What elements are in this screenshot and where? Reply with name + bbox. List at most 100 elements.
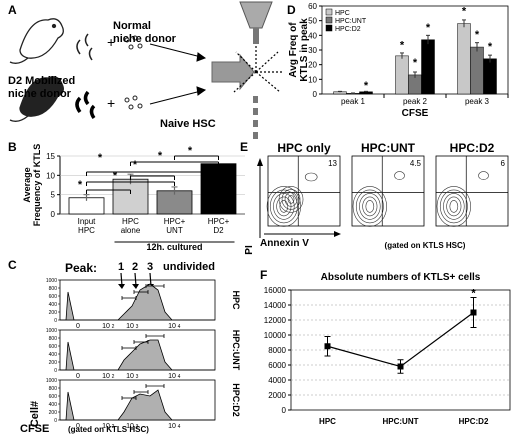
b-category-label: alone [121, 226, 141, 235]
c-peak-label: Peak: [65, 261, 97, 275]
f-ytick-label: 10000 [264, 331, 287, 340]
e-contour-line [278, 186, 304, 213]
c-ylabel: Cell# [29, 401, 41, 427]
c-xtick-label: 0 [76, 323, 80, 330]
d-ytick-label: 60 [308, 2, 317, 11]
c-row-label: HPC [231, 290, 241, 310]
f-ytick-label: 12000 [264, 316, 287, 325]
e-contour-line [362, 196, 378, 217]
c-ytick-label: 600 [49, 394, 58, 400]
d-category-label: peak 2 [403, 97, 428, 106]
c-xtick-label: 10 [168, 373, 176, 380]
b-ytick-label: 0 [51, 210, 56, 219]
c-row-label: HPC:D2 [231, 383, 241, 417]
e-plot-frame [435, 155, 509, 227]
c-ytick-label: 1000 [46, 378, 57, 384]
e-contour-line [281, 189, 301, 210]
panel-d-label: D [287, 3, 296, 17]
normal-mouse-icon [9, 18, 64, 64]
d-bar [470, 46, 484, 95]
e-contour-line [266, 186, 301, 227]
d-bar [483, 58, 497, 95]
d-bar [457, 23, 471, 95]
c-xtick-label: 10 [126, 373, 134, 380]
d-ytick-label: 50 [308, 17, 317, 26]
c-ytick-label: 1000 [46, 278, 57, 284]
d-ylabel-line: Avg Freq of [288, 22, 299, 78]
c-xtick-label: 10 [168, 323, 176, 330]
mobilized-donor-line-2: niche donor [8, 88, 71, 100]
e-contour-line [352, 186, 387, 227]
b-significance-star: * [188, 145, 193, 157]
plus-sign-1: + [107, 34, 115, 50]
c-ytick-label: 0 [54, 368, 57, 374]
panel-b-bar-chart: 051015InputHPCHPCaloneHPC+UNTHPC+D212h. … [22, 144, 245, 252]
normal-niche-fragments-icon [76, 33, 93, 61]
c-ytick-label: 1000 [46, 328, 57, 334]
d-ytick-label: 20 [308, 61, 317, 70]
d-bar [395, 55, 409, 95]
c-ytick-label: 200 [49, 310, 58, 316]
flow-cytometer-icon [211, 1, 284, 139]
e-contour-line [439, 189, 468, 224]
mobilized-donor-label: D2 Mobilized niche donor [8, 75, 75, 101]
e-contour-line [355, 189, 384, 224]
e-contour-line [446, 196, 462, 217]
c-ytick-label: 800 [49, 286, 58, 292]
panel-f-label: F [260, 268, 268, 282]
d-legend-swatch [325, 8, 333, 16]
c-xtick-label: 10 [102, 323, 110, 330]
c-peak-arrow [120, 272, 123, 287]
d-bar [421, 39, 435, 95]
e-contour-line [443, 193, 465, 220]
naive-hsc-dots-1 [124, 35, 143, 50]
e-plot-title: HPC:D2 [450, 141, 495, 155]
d-significance-star: * [475, 29, 480, 41]
c-xtick-label: 3 [136, 424, 139, 430]
d-legend-swatch [325, 16, 333, 24]
panel-a-label: A [8, 3, 17, 17]
naive-hsc-dots-2 [124, 95, 143, 110]
c-ytick-label: 200 [49, 360, 58, 366]
c-xtick-label: 2 [112, 324, 115, 330]
d-ytick-label: 10 [308, 75, 317, 84]
b-ylabel-line: Average [22, 167, 32, 202]
f-category-label: HPC:UNT [383, 417, 419, 426]
d-category-label: peak 1 [341, 97, 366, 106]
b-xlabel: 12h. cultured [146, 242, 202, 252]
f-data-point [470, 309, 477, 316]
c-histogram-curve [60, 389, 215, 421]
f-data-point [324, 343, 331, 350]
d-significance-star: * [413, 57, 418, 69]
c-peak-arrowhead [118, 284, 125, 289]
e-quadrant-value: 13 [328, 159, 337, 168]
e-plot-title: HPC:UNT [361, 141, 416, 155]
c-peak-arrowhead [132, 284, 139, 289]
d-significance-star: * [426, 22, 431, 34]
c-xtick-label: 2 [112, 374, 115, 380]
c-peak-number: 2 [132, 261, 138, 273]
c-ytick-label: 0 [54, 318, 57, 324]
c-ytick-label: 800 [49, 386, 58, 392]
e-quadrant-value: 6 [501, 159, 506, 168]
b-category-label: HPC+ [208, 217, 230, 226]
d-legend-label: HPC:D2 [335, 26, 361, 33]
f-data-point [397, 363, 404, 370]
e-contour-line [365, 200, 375, 213]
d-legend-swatch [325, 24, 333, 32]
panel-b-label: B [8, 140, 17, 154]
e-contour-line [394, 171, 405, 180]
c-ytick-label: 800 [49, 336, 58, 342]
c-peak-arrow [134, 272, 137, 287]
mobilized-niche-fragments-icon [75, 90, 96, 120]
c-ytick-label: 600 [49, 344, 58, 350]
d-legend-label: HPC [335, 10, 350, 17]
d-category-label: peak 3 [465, 97, 490, 106]
b-category-label: HPC [78, 226, 95, 235]
f-ytick-label: 8000 [268, 346, 286, 355]
panel-f-line-chart: Absolute numbers of KTLS+ cells 0 2000 4000… [264, 272, 511, 426]
c-xtick-label: 10 [126, 323, 134, 330]
c-xtick-label: 10 [102, 373, 110, 380]
d-significance-star: * [364, 80, 369, 92]
b-significance-star: * [113, 170, 118, 182]
